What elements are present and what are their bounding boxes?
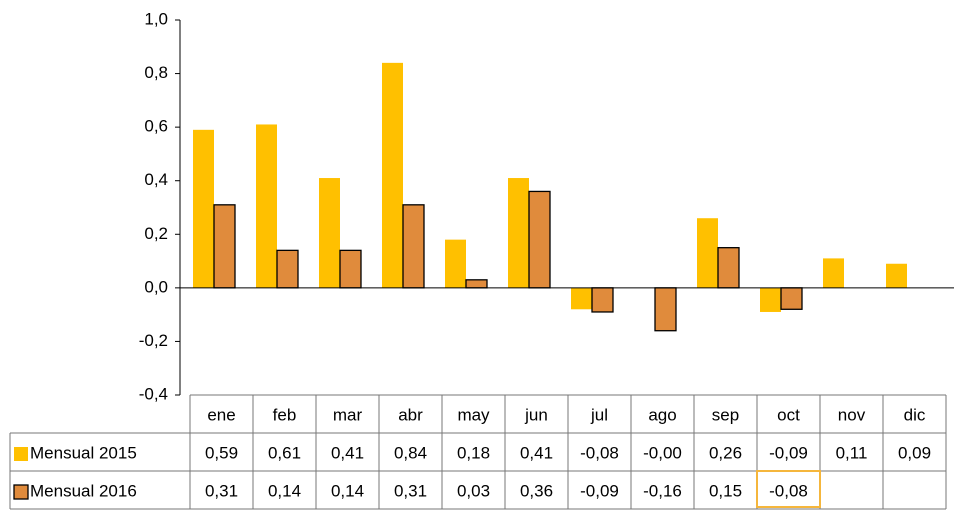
data-label: 0,41 bbox=[520, 443, 553, 462]
y-tick-label: 0,6 bbox=[144, 117, 168, 136]
data-label: 0,31 bbox=[205, 481, 238, 500]
x-tick-label: oct bbox=[777, 405, 800, 424]
data-label: 0,03 bbox=[457, 481, 490, 500]
x-tick-label: ene bbox=[207, 405, 235, 424]
y-tick-label: 1,0 bbox=[144, 9, 168, 28]
data-label: -0,08 bbox=[769, 481, 808, 500]
bar bbox=[319, 178, 340, 288]
x-tick-label: ago bbox=[648, 405, 676, 424]
x-tick-label: may bbox=[457, 405, 490, 424]
data-label: 0,09 bbox=[898, 443, 931, 462]
x-tick-label: mar bbox=[333, 405, 363, 424]
legend-label: Mensual 2016 bbox=[30, 481, 137, 500]
bar bbox=[760, 287, 781, 312]
bar bbox=[823, 258, 844, 288]
bar bbox=[697, 218, 718, 288]
data-label: -0,09 bbox=[580, 481, 619, 500]
bar bbox=[717, 247, 740, 289]
data-label: 0,18 bbox=[457, 443, 490, 462]
y-tick-label: 0,2 bbox=[144, 224, 168, 243]
data-label: -0,00 bbox=[643, 443, 682, 462]
bar bbox=[276, 249, 299, 289]
data-label: 0,31 bbox=[394, 481, 427, 500]
bar bbox=[571, 287, 592, 310]
data-label: 0,14 bbox=[331, 481, 364, 500]
y-tick-label: -0,2 bbox=[139, 331, 168, 350]
data-label: -0,16 bbox=[643, 481, 682, 500]
bar bbox=[445, 239, 466, 288]
legend-key bbox=[13, 484, 29, 500]
data-label: 0,11 bbox=[836, 443, 868, 462]
x-tick-label: dic bbox=[904, 405, 926, 424]
bar bbox=[465, 279, 488, 289]
bar bbox=[886, 263, 907, 288]
x-tick-label: jun bbox=[524, 405, 548, 424]
bar bbox=[193, 129, 214, 288]
bar bbox=[591, 287, 614, 313]
bar bbox=[256, 124, 277, 288]
x-tick-label: nov bbox=[838, 405, 866, 424]
data-label: 0,84 bbox=[394, 443, 427, 462]
bar bbox=[508, 178, 529, 288]
data-label: 0,41 bbox=[331, 443, 364, 462]
bar bbox=[339, 249, 362, 289]
bar bbox=[213, 204, 236, 289]
data-label: 0,36 bbox=[520, 481, 553, 500]
data-label: -0,09 bbox=[769, 443, 808, 462]
bar bbox=[780, 287, 803, 310]
y-tick-label: 0,8 bbox=[144, 63, 168, 82]
data-label: 0,61 bbox=[268, 443, 301, 462]
data-label: 0,15 bbox=[709, 481, 742, 500]
bar bbox=[528, 190, 551, 289]
legend-label: Mensual 2015 bbox=[30, 443, 137, 462]
data-label: -0,08 bbox=[580, 443, 619, 462]
x-tick-label: feb bbox=[273, 405, 297, 424]
bar bbox=[382, 62, 403, 288]
bar bbox=[402, 204, 425, 289]
y-tick-label: -0,4 bbox=[139, 384, 168, 403]
y-tick-label: 0,0 bbox=[144, 277, 168, 296]
cell-highlight bbox=[756, 470, 821, 508]
x-tick-label: abr bbox=[398, 405, 423, 424]
y-tick-label: 0,4 bbox=[144, 170, 168, 189]
x-tick-label: jul bbox=[590, 405, 608, 424]
bar bbox=[654, 287, 677, 332]
legend-key bbox=[14, 447, 28, 461]
data-label: 0,14 bbox=[268, 481, 301, 500]
data-label: 0,26 bbox=[709, 443, 742, 462]
x-tick-label: sep bbox=[712, 405, 739, 424]
data-label: 0,59 bbox=[205, 443, 238, 462]
